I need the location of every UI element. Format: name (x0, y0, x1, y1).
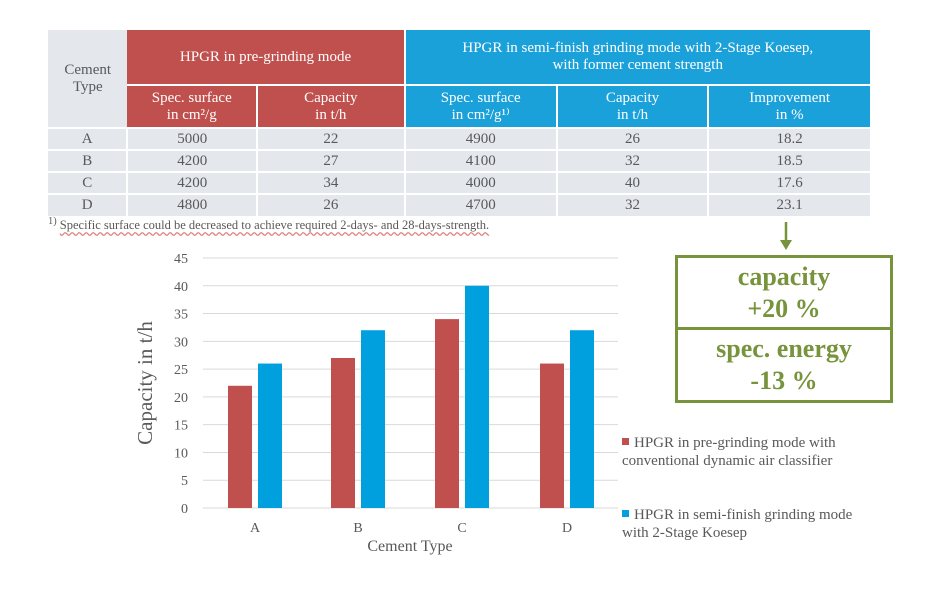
header-cement-type: Cement Type (48, 30, 128, 128)
subheader-0: Spec. surface in cm²/g (127, 84, 258, 128)
bar-B-series-1 (361, 330, 385, 508)
y-tick-label: 10 (174, 446, 188, 461)
x-tick-label: A (250, 521, 261, 536)
y-axis-label: Capacity in t/h (133, 321, 157, 445)
bar-A-series-0 (228, 385, 252, 508)
table-cell: D (48, 193, 128, 216)
table-cell: 4800 (126, 193, 258, 216)
bar-A-series-1 (258, 363, 282, 508)
table-cell: 18.2 (707, 127, 870, 150)
table-cell: 22 (256, 127, 405, 150)
table-cell: 26 (256, 193, 405, 216)
table-cell: 26 (555, 127, 709, 150)
y-tick-label: 25 (174, 363, 188, 378)
y-tick-label: 40 (174, 280, 188, 295)
table-cell: C (48, 171, 128, 194)
improvement-callout: capacity +20 % spec. energy -13 % (675, 255, 893, 403)
table-cell: 32 (555, 149, 709, 172)
header-semi-finish: HPGR in semi-finish grinding mode with 2… (403, 30, 870, 85)
callout-energy-label: spec. energy (716, 334, 852, 363)
table-cell: 4200 (126, 171, 258, 194)
table-cell: 4200 (126, 149, 258, 172)
x-tick-label: D (562, 521, 572, 536)
y-tick-label: 45 (174, 252, 188, 267)
y-tick-label: 20 (174, 391, 188, 406)
table-cell: 17.6 (707, 171, 870, 194)
y-tick-label: 35 (174, 308, 188, 323)
table-cell: 23.1 (707, 193, 870, 216)
table-cell: 4000 (403, 171, 557, 194)
table-cell: B (48, 149, 128, 172)
callout-capacity-label: capacity (737, 262, 831, 291)
legend-item-pre-grinding: HPGR in pre-grinding mode with convention… (622, 435, 836, 469)
bar-D-series-0 (540, 363, 564, 508)
bar-C-series-1 (465, 285, 489, 508)
table-cell: 27 (256, 149, 405, 172)
table-cell: 32 (555, 193, 709, 216)
table-row: A 5000 22 4900 26 18.2 (48, 127, 870, 150)
table-cell: A (48, 127, 128, 150)
bar-D-series-1 (570, 330, 594, 508)
legend-swatch-red (622, 438, 629, 445)
bar-B-series-0 (331, 358, 355, 508)
footnote: 1) Specific surface could be decreased t… (48, 216, 490, 233)
table-cell: 40 (555, 171, 709, 194)
y-tick-label: 0 (181, 502, 188, 517)
y-tick-label: 5 (181, 474, 188, 489)
header-pre-grinding: HPGR in pre-grinding mode (127, 30, 405, 85)
results-table: Cement Type HPGR in pre-grinding mode HP… (48, 30, 870, 216)
arrow-down-icon (780, 222, 792, 250)
table-cell: 34 (256, 171, 405, 194)
x-tick-label: C (457, 521, 466, 536)
subheader-2: Spec. surface in cm²/g¹⁾ (403, 84, 557, 128)
table-row: C 4200 34 4000 40 17.6 (48, 171, 870, 194)
subheader-1: Capacity in t/h (256, 84, 405, 128)
y-tick-label: 15 (174, 419, 188, 434)
x-axis-label: Cement Type (367, 538, 452, 555)
table-cell: 4900 (403, 127, 557, 150)
y-tick-label: 30 (174, 335, 188, 350)
callout-capacity-value: +20 % (747, 294, 821, 323)
table-cell: 4700 (403, 193, 557, 216)
table-row: B 4200 27 4100 32 18.5 (48, 149, 870, 172)
bar-C-series-0 (435, 319, 459, 508)
subheader-4: Improvement in % (707, 84, 870, 128)
subheader-3: Capacity in t/h (555, 84, 709, 128)
legend-swatch-blue (622, 510, 629, 517)
table-row: D 4800 26 4700 32 23.1 (48, 193, 870, 216)
x-tick-label: B (353, 521, 362, 536)
table-cell: 4100 (403, 149, 557, 172)
callout-energy-value: -13 % (750, 366, 818, 395)
legend-item-semi-finish: HPGR in semi-finish grinding mode with 2-… (622, 507, 853, 541)
table-cell: 18.5 (707, 149, 870, 172)
table-cell: 5000 (126, 127, 258, 150)
